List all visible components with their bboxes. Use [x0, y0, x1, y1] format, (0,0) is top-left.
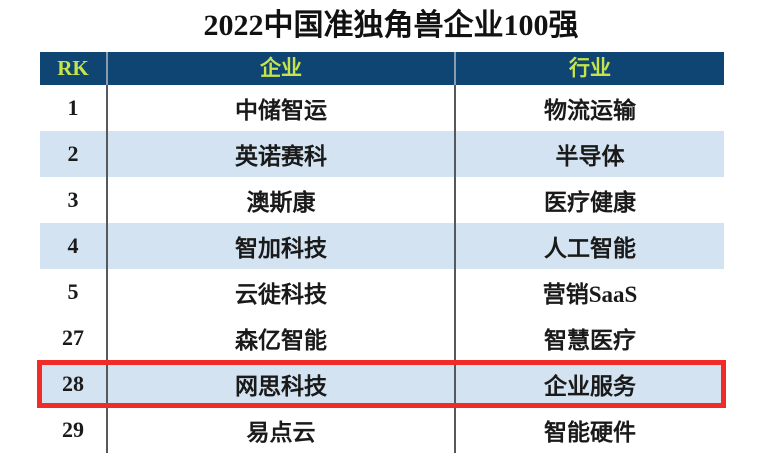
table-row: 29 易点云 智能硬件 — [40, 407, 724, 453]
cell-industry: 物流运输 — [455, 85, 724, 131]
cell-industry: 企业服务 — [455, 361, 724, 407]
rank-table-container: RK 企业 行业 1 中储智运 物流运输 2 英诺赛科 半导体 3 澳斯康 医疗健康 4 智加科技人… — [40, 52, 724, 470]
cell-company: 易点云 — [107, 407, 456, 453]
rank-table: RK 企业 行业 1 中储智运 物流运输 2 英诺赛科 半导体 3 澳斯康 医疗健康 4 智加科技人… — [40, 52, 724, 453]
cell-rank: 3 — [40, 177, 108, 223]
cell-company: 澳斯康 — [107, 177, 456, 223]
cell-company: 云徙科技 — [107, 269, 456, 315]
cell-industry: 智能硬件 — [455, 407, 724, 453]
cell-industry: 营销SaaS — [455, 269, 724, 315]
table-row: 3 澳斯康 医疗健康 — [40, 177, 724, 223]
cell-rank: 27 — [40, 315, 108, 361]
cell-company: 英诺赛科 — [107, 131, 456, 177]
column-header-rank: RK — [40, 52, 108, 85]
cell-company: 森亿智能 — [107, 315, 456, 361]
cell-rank: 29 — [40, 407, 108, 453]
table-row: 1 中储智运 物流运输 — [40, 85, 724, 131]
column-header-industry: 行业 — [455, 52, 724, 85]
table-row: 2 英诺赛科 半导体 — [40, 131, 724, 177]
table-row: 5 云徙科技 营销SaaS — [40, 269, 724, 315]
cell-rank: 28 — [40, 361, 108, 407]
cell-industry: 智慧医疗 — [455, 315, 724, 361]
cell-company: 智加科技 — [107, 223, 456, 269]
cell-rank: 5 — [40, 269, 108, 315]
table-header: RK 企业 行业 — [40, 52, 724, 85]
table-row: 4 智加科技 人工智能 — [40, 223, 724, 269]
cell-industry: 医疗健康 — [455, 177, 724, 223]
cell-company: 网思科技 — [107, 361, 456, 407]
table-row: 28 网思科技 企业服务 — [40, 361, 724, 407]
cell-rank: 1 — [40, 85, 108, 131]
cell-rank: 2 — [40, 131, 108, 177]
cell-industry: 人工智能 — [455, 223, 724, 269]
column-header-company: 企业 — [107, 52, 456, 85]
table-header-row: RK 企业 行业 — [40, 52, 724, 85]
table-body: 1 中储智运 物流运输 2 英诺赛科 半导体 3 澳斯康 医疗健康 4 智加科技 人工智能 5 云徙科技营… — [40, 85, 724, 453]
cell-industry: 半导体 — [455, 131, 724, 177]
page-title: 2022中国准独角兽企业100强 — [203, 9, 579, 42]
cell-company: 中储智运 — [107, 85, 456, 131]
cell-rank: 4 — [40, 223, 108, 269]
table-row: 27 森亿智能 智慧医疗 — [40, 315, 724, 361]
